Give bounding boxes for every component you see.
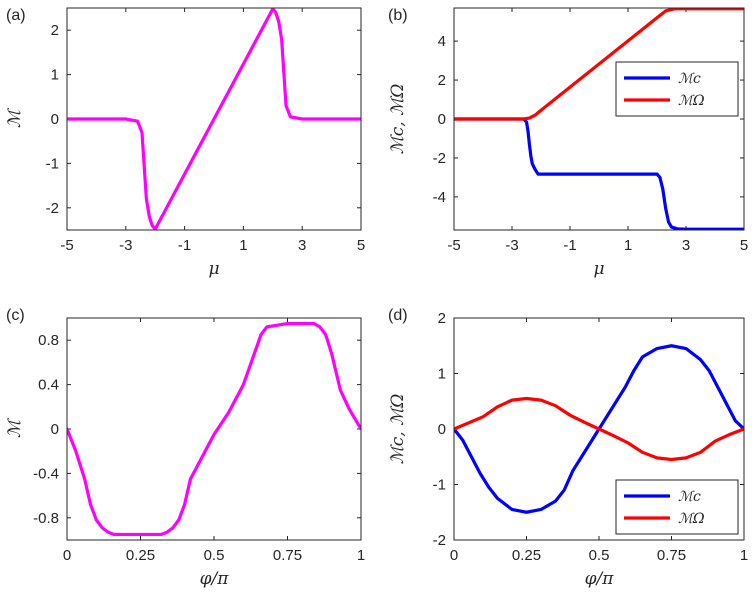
x-tick-label: 5 — [740, 237, 748, 254]
y-tick-label: 2 — [438, 310, 446, 327]
legend-box — [615, 479, 739, 535]
legend: ℳc ℳΩ — [615, 61, 739, 117]
x-tick-label: 3 — [298, 237, 306, 254]
y-tick-label: 4 — [438, 33, 446, 50]
legend-box — [615, 61, 739, 117]
plot-frame — [453, 317, 745, 541]
y-tick-label: 0 — [438, 111, 446, 128]
series-line-0 — [67, 8, 361, 230]
series-line-0 — [67, 321, 361, 537]
plot-frame — [453, 7, 745, 231]
y-tick-label: 0.4 — [38, 377, 59, 394]
y-tick-label: 0 — [51, 111, 59, 128]
y-tick-label: 1 — [51, 67, 59, 84]
x-tick-label: -1 — [563, 237, 576, 254]
x-tick-label: 0.75 — [273, 547, 302, 564]
y-tick-label: -1 — [433, 477, 446, 494]
x-tick-label: -1 — [178, 237, 191, 254]
y-tick-label: 1 — [438, 366, 446, 383]
x-tick-label: 0.5 — [589, 547, 610, 564]
x-tick-label: 0.25 — [126, 547, 155, 564]
y-axis-label: ℳc, ℳΩ — [388, 394, 408, 465]
y-tick-label: -2 — [433, 532, 446, 549]
y-tick-label: 2 — [438, 72, 446, 89]
y-tick-label: 0 — [51, 421, 59, 438]
x-tick-label: 3 — [682, 237, 690, 254]
plot-frame — [66, 317, 362, 541]
chart-panel-b: -5 -3 -1 1 3 5 -4 -2 0 2 4 (b) μ ℳc, ℳΩ ℳc ℳΩ — [388, 7, 748, 279]
x-tick-label: 0 — [450, 547, 458, 564]
y-axis-label: ℳc, ℳΩ — [388, 84, 408, 155]
chart-panel-a: -5 -3 -1 1 3 5 -2 -1 0 1 2 (a) μ ℳ — [5, 7, 365, 279]
x-tick-label: 5 — [357, 237, 365, 254]
x-tick-label: 1 — [740, 547, 748, 564]
x-tick-label: 0.75 — [657, 547, 686, 564]
y-tick-label: -0.4 — [33, 465, 59, 482]
y-tick-label: -2 — [46, 200, 59, 217]
x-tick-label: 1 — [624, 237, 632, 254]
legend: ℳc ℳΩ — [615, 479, 739, 535]
panel-label: (c) — [6, 307, 25, 324]
legend-entry-label: ℳc — [678, 71, 701, 87]
x-axis-label: μ — [208, 259, 219, 279]
x-tick-label: 0.25 — [512, 547, 541, 564]
series-line-0 — [454, 117, 744, 230]
chart-panel-d: 0 0.25 0.5 0.75 1 -2 -1 0 1 2 (d) φ/π ℳc, ℳΩ ℳc ℳΩ — [388, 307, 748, 589]
series-line-1 — [454, 396, 744, 462]
chart-panel-c: 0 0.25 0.5 0.75 1 -0.8 -0.4 0 0.4 0.8 (c) φ/π ℳ — [5, 307, 365, 589]
y-tick-label: 0 — [438, 421, 446, 438]
x-tick-label: -3 — [119, 237, 132, 254]
x-axis-label: φ/π — [585, 569, 615, 589]
x-tick-label: 0 — [63, 547, 71, 564]
x-axis-label: μ — [593, 259, 604, 279]
y-tick-label: 2 — [51, 22, 59, 39]
x-tick-label: -3 — [505, 237, 518, 254]
plot-area — [67, 318, 361, 540]
x-tick-label: 0.5 — [204, 547, 225, 564]
series-line-1 — [454, 8, 744, 121]
legend-entry-label: ℳΩ — [678, 511, 705, 527]
x-tick-label: 1 — [357, 547, 365, 564]
plot-frame — [66, 7, 362, 231]
y-tick-label: 0.8 — [38, 332, 59, 349]
x-axis-label: φ/π — [200, 569, 230, 589]
legend-entry-label: ℳc — [678, 489, 701, 505]
panel-label: (d) — [388, 307, 408, 324]
y-axis-label: ℳ — [5, 417, 25, 438]
x-tick-label: -5 — [447, 237, 460, 254]
x-tick-label: 1 — [239, 237, 247, 254]
legend-entry-label: ℳΩ — [678, 93, 705, 109]
y-tick-label: -4 — [433, 189, 446, 206]
x-tick-label: -5 — [60, 237, 73, 254]
panel-label: (a) — [6, 7, 26, 24]
y-axis-label: ℳ — [5, 107, 25, 128]
y-tick-label: -1 — [46, 155, 59, 172]
y-tick-label: -2 — [433, 150, 446, 167]
y-tick-label: -0.8 — [33, 510, 59, 527]
panel-label: (b) — [388, 7, 408, 24]
